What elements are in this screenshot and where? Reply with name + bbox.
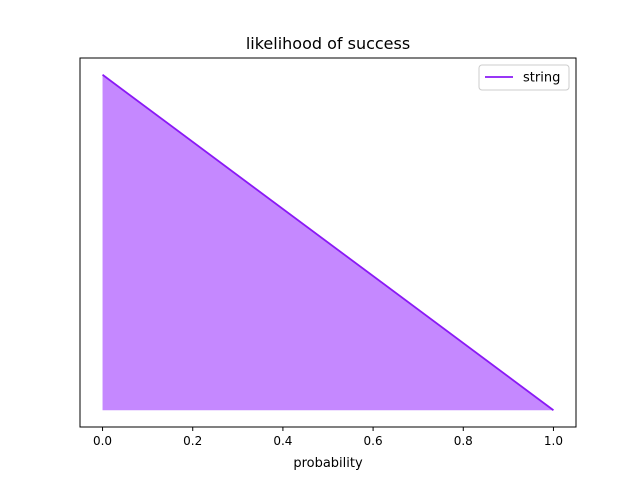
chart-title: likelihood of success: [246, 34, 410, 53]
legend-box: [478, 64, 570, 91]
axes-frame: [79, 57, 577, 428]
x-tick-label: 0.6: [364, 434, 383, 448]
x-axis-label: probability: [293, 456, 363, 471]
x-tick-label: 0.2: [183, 434, 202, 448]
x-tick-label: 0.8: [454, 434, 473, 448]
x-tick-label: 0.4: [273, 434, 292, 448]
plot-area: [102, 74, 554, 411]
x-tick-label: 1.0: [544, 434, 563, 448]
legend-label: string: [523, 71, 560, 86]
x-tick-label: 0.0: [93, 434, 112, 448]
legend: string: [478, 64, 570, 91]
series-line: [102, 74, 554, 411]
x-axis-ticks: 0.0 0.2 0.4 0.6 0.8 1.0: [93, 427, 563, 448]
